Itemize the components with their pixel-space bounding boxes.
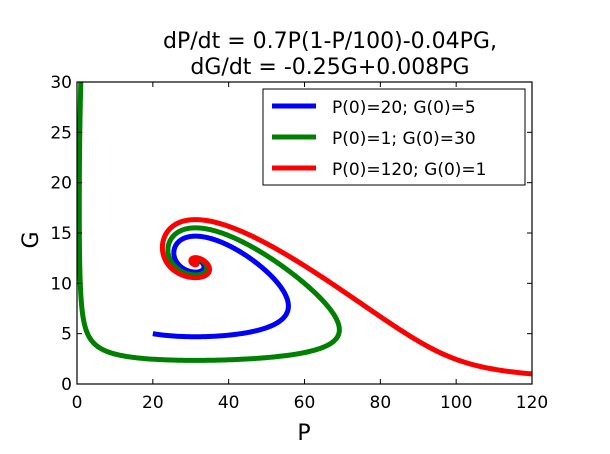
y-tick-label: 30 [50,73,72,93]
x-axis-label: P [297,421,310,446]
y-axis-label: G [19,231,44,248]
x-tick-label: 20 [142,393,164,413]
y-tick-label: 20 [50,174,72,194]
ticks: 0 20 40 60 80 100 120 0 5 10 15 20 25 30 [50,73,548,413]
x-tick-label: 80 [370,393,392,413]
legend-label-1: P(0)=20; G(0)=5 [332,98,476,118]
x-tick-label: 0 [72,393,83,413]
x-tick-label: 40 [218,393,240,413]
trajectory-red [159,217,532,377]
legend-label-3: P(0)=120; G(0)=1 [332,160,486,180]
legend-label-2: P(0)=1; G(0)=30 [332,129,476,149]
y-tick-label: 10 [50,274,72,294]
y-tick-label: 0 [61,375,72,395]
chart-title-line2: dG/dt = -0.25G+0.008PG [190,55,469,80]
x-tick-label: 60 [294,393,316,413]
chart-title-line1: dP/dt = 0.7P(1-P/100)-0.04PG, [163,29,497,54]
y-tick-label: 25 [50,123,72,143]
x-tick-label: 120 [516,393,548,413]
y-tick-label: 5 [61,325,72,345]
x-tick-label: 100 [440,393,472,413]
legend: P(0)=20; G(0)=5 P(0)=1; G(0)=30 P(0)=120… [262,88,526,186]
trajectory-blue [151,233,291,340]
curves [77,82,532,377]
y-tick-label: 15 [50,224,72,244]
